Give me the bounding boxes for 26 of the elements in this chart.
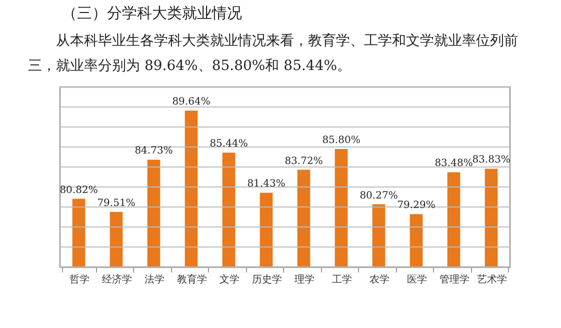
data-label: 83.72% (284, 156, 323, 167)
x-tick-label: 教育学 (176, 274, 207, 286)
x-tick-label: 农学 (369, 274, 390, 286)
x-tick-label: 工学 (332, 274, 352, 286)
data-label: 89.64% (172, 96, 210, 108)
x-tick-label: 管理学 (439, 274, 470, 286)
data-label: 85.80% (322, 135, 360, 146)
x-tick-label: 文学 (219, 274, 240, 286)
data-label: 80.27% (360, 190, 398, 202)
data-label: 79.51% (97, 198, 136, 209)
x-tick-label: 历史学 (252, 274, 282, 286)
x-tick-label: 艺术学 (476, 274, 507, 286)
data-label: 83.83% (472, 154, 510, 166)
x-tick-label: 理学 (294, 274, 314, 286)
x-tick-label: 经济学 (102, 274, 132, 286)
data-label: 84.73% (134, 146, 173, 157)
chart-title: （三）分学科大类就业情况 (62, 4, 243, 23)
x-tick-label: 医学 (406, 274, 427, 286)
chart-subtitle: 从本科毕业生各学科大类就业情况来看，教育学、工学和文学就业率位列前三，就业率分别为 89.64%、85.80%和 85.44%。 (28, 32, 519, 76)
x-tick-label: 法学 (144, 274, 164, 286)
data-label: 85.44% (210, 138, 248, 150)
data-label: 83.48% (434, 158, 473, 170)
data-label: 79.29% (397, 200, 436, 212)
data-label: 80.82% (60, 184, 98, 196)
x-tick-label: 哲学 (69, 274, 90, 286)
data-label: 81.43% (247, 178, 286, 190)
